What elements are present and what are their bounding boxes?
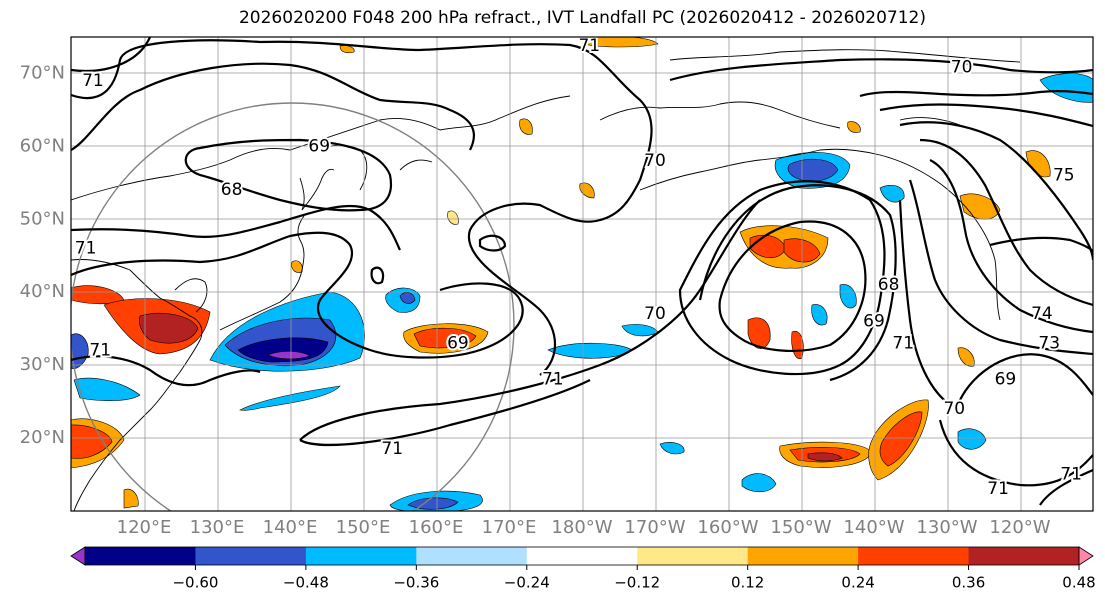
lon-tick-label: 160°W — [697, 517, 758, 538]
contour-labels: 71 70 71 69 68 70 75 71 68 69 70 69 71 71 74 73 71 69 70 71… — [73, 36, 1084, 501]
colorbar-tick-label: 0.48 — [1062, 574, 1095, 592]
colorbar-tick-label: 0.24 — [841, 574, 874, 592]
colorbar-tick-label: 0.36 — [952, 574, 985, 592]
contour-label: 75 — [1053, 166, 1075, 186]
contour-label: 71 — [1060, 465, 1082, 485]
colorbar: −0.60 −0.48 −0.36 −0.24 −0.12 0.12 0.24 0.36 0.4… — [70, 546, 1096, 592]
lon-tick-label: 160°E — [409, 517, 464, 538]
lon-tick-label: 150°W — [770, 517, 831, 538]
contour-label: 71 — [89, 341, 111, 361]
contour-label: 70 — [644, 151, 666, 171]
contour-label: 73 — [1038, 333, 1060, 353]
lat-tick-label: 50°N — [20, 208, 65, 229]
map-frame — [70, 36, 1094, 512]
map-title: 2026020200 F048 200 hPa refract., IVT La… — [238, 8, 926, 28]
colorbar-tick-label: 0.12 — [731, 574, 764, 592]
lon-tick-label: 170°E — [482, 517, 537, 538]
lon-tick-label: 180°W — [551, 517, 612, 538]
colorbar-tick-label: −0.24 — [504, 574, 550, 592]
coastlines — [71, 49, 1021, 511]
lon-tick-label: 130°W — [916, 517, 977, 538]
lon-tick-label: 140°W — [843, 517, 904, 538]
colorbar-segment — [195, 547, 307, 565]
lat-tick-label: 20°N — [20, 427, 65, 448]
contour-label: 70 — [943, 399, 965, 419]
contour-label: 70 — [951, 58, 973, 78]
colorbar-segment — [747, 547, 859, 565]
lon-tick-label: 170°W — [624, 517, 685, 538]
colorbar-under-triangle — [70, 546, 86, 566]
colorbar-tick-label: −0.48 — [283, 574, 329, 592]
lon-tick-label: 150°E — [336, 517, 391, 538]
colorbar-tick-label: −0.60 — [172, 574, 218, 592]
colorbar-frame — [84, 546, 1080, 566]
lat-tick-label: 60°N — [20, 135, 65, 156]
contour-label: 69 — [995, 370, 1017, 390]
contour-label: 71 — [381, 439, 403, 459]
colorbar-tick-label: −0.12 — [614, 574, 660, 592]
lat-tick-label: 40°N — [20, 281, 65, 302]
colorbar-segment — [305, 547, 417, 565]
contour-label: 71 — [987, 479, 1009, 499]
graticule — [71, 37, 1093, 511]
contour-label: 69 — [447, 333, 469, 353]
contour-label: 68 — [221, 180, 243, 200]
lon-tick-label: 130°E — [190, 517, 245, 538]
contour-label: 71 — [75, 238, 97, 258]
colorbar-segment — [526, 547, 638, 565]
contour-label: 69 — [863, 311, 885, 331]
contour-label: 71 — [542, 370, 564, 390]
colorbar-over-triangle — [1078, 546, 1094, 566]
colorbar-segment — [85, 547, 196, 565]
latitude-tick-labels: 20°N 30°N 40°N 50°N 60°N 70°N — [20, 62, 65, 448]
longitude-tick-labels: 120°E 130°E 140°E 150°E 160°E 170°E 180°W 170°W… — [117, 517, 1051, 538]
contour-label: 70 — [644, 304, 666, 324]
colorbar-segment — [416, 547, 528, 565]
colorbar-tick-label: −0.36 — [393, 574, 439, 592]
lon-tick-label: 120°E — [117, 517, 172, 538]
landfall-region-circle — [71, 102, 515, 511]
colorbar-segment — [968, 547, 1080, 565]
contour-label: 74 — [1031, 304, 1053, 324]
lon-tick-label: 120°W — [989, 517, 1050, 538]
colorbar-segment — [637, 547, 749, 565]
map-panel — [71, 37, 1093, 511]
contour-label: 71 — [82, 71, 104, 91]
lat-tick-label: 70°N — [20, 62, 65, 83]
lat-tick-label: 30°N — [20, 354, 65, 375]
refractivity-contours — [71, 37, 1093, 506]
contour-label: 68 — [878, 275, 900, 295]
lon-tick-label: 140°E — [263, 517, 318, 538]
colorbar-segment — [858, 547, 970, 565]
contour-label: 69 — [308, 136, 330, 156]
contour-label: 71 — [578, 36, 600, 56]
contour-label: 71 — [892, 333, 914, 353]
